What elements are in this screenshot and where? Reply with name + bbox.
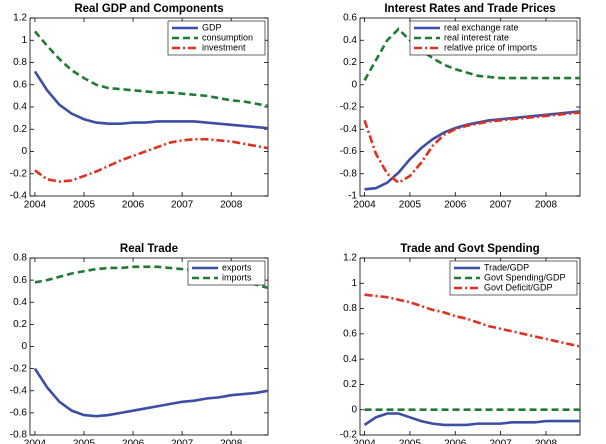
x-tick-label: 2004	[353, 200, 376, 211]
y-tick-label: 0.4	[13, 297, 27, 308]
legend-label: Trade/GDP	[484, 262, 529, 272]
legend-label: exports	[222, 262, 252, 272]
y-tick-label: 1	[351, 278, 357, 289]
series-line	[364, 293, 580, 348]
x-tick-label: 2005	[73, 200, 96, 211]
series-line	[34, 265, 268, 290]
y-tick-label: 0.8	[13, 253, 27, 264]
y-tick-label: 0	[21, 146, 27, 157]
series-line	[33, 30, 268, 108]
plot-frame	[359, 257, 581, 436]
panel: Real Trade -0.8 -0.6 -0.4 -0.2 0 0.2 0.4 0.6 0.8 2…	[10, 243, 269, 444]
x-tick-label: 2008	[535, 200, 558, 211]
x-tick-label: 2005	[73, 439, 96, 444]
x-tick-label: 2006	[444, 439, 467, 444]
series-line	[34, 137, 268, 183]
y-tick-label: 0.2	[343, 57, 357, 68]
x-tick-label: 2005	[399, 200, 422, 211]
x-tick-label: 2005	[399, 439, 422, 444]
y-tick-label: -0.8	[10, 430, 28, 441]
y-tick-label: 1.2	[343, 253, 357, 264]
x-tick-label: 2008	[220, 200, 243, 211]
legend-box	[187, 260, 266, 286]
x-tick-label: 2007	[171, 200, 194, 211]
y-tick-label: -0.6	[10, 408, 28, 419]
series-line	[363, 27, 580, 81]
legend-label: investment	[202, 42, 246, 52]
chart-title: Real Trade	[120, 243, 178, 255]
chart-title: Interest Rates and Trade Prices	[384, 3, 555, 15]
y-tick-label: 0.4	[343, 35, 357, 46]
legend-label: imports	[222, 272, 252, 282]
x-tick-label: 2008	[535, 439, 558, 444]
y-tick-label: -0.2	[10, 168, 28, 179]
x-tick-label: 2008	[220, 439, 243, 444]
series-line	[33, 70, 268, 130]
y-tick-label: -0.4	[10, 385, 28, 396]
x-tick-label: 2004	[24, 439, 47, 444]
y-tick-label: -0.2	[340, 430, 358, 441]
y-tick-label: 0.4	[343, 354, 357, 365]
panel: Trade and Govt Spending -0.2 0 0.2 0.4 0.6 0.8…	[340, 243, 581, 444]
x-tick-label: 2007	[489, 200, 512, 211]
y-tick-label: -0.4	[340, 124, 358, 135]
y-tick-label: 0	[351, 404, 357, 415]
y-tick-label: 0	[351, 79, 357, 90]
x-tick-label: 2006	[122, 200, 145, 211]
y-tick-label: -0.8	[340, 168, 358, 179]
y-tick-label: 0.6	[13, 275, 27, 286]
y-tick-label: 0.8	[343, 303, 357, 314]
y-tick-label: -0.2	[10, 363, 28, 374]
series-line	[363, 111, 580, 185]
panel: Interest Rates and Trade Prices -1 -0.8 -0.…	[340, 3, 581, 211]
x-tick-label: 2004	[353, 439, 376, 444]
legend-label: real interest rate	[444, 32, 509, 42]
legend-label: GDP	[202, 22, 222, 32]
y-tick-label: 0.6	[343, 13, 357, 24]
x-tick-label: 2007	[489, 439, 512, 444]
y-tick-label: 0.6	[343, 328, 357, 339]
x-tick-label: 2007	[171, 439, 194, 444]
legend-label: Govt Deficit/GDP	[484, 282, 553, 292]
y-tick-label: -0.6	[340, 146, 358, 157]
series-line	[364, 110, 580, 191]
legend-label: Govt Spending/GDP	[484, 272, 566, 282]
x-tick-label: 2006	[444, 200, 467, 211]
panel: Real GDP and Components -0.4 -0.2 0 0.2 0.4 0.…	[10, 3, 269, 211]
y-tick-label: 0.2	[13, 124, 27, 135]
y-tick-label: 0.2	[343, 379, 357, 390]
y-tick-label: 1	[21, 35, 27, 46]
y-tick-label: 0.6	[13, 79, 27, 90]
y-tick-label: -0.2	[340, 102, 358, 113]
y-tick-label: -0.4	[10, 191, 28, 202]
y-tick-label: -1	[348, 191, 357, 202]
legend-label: relative price of imports	[444, 42, 538, 52]
x-tick-label: 2006	[122, 439, 145, 444]
series-line	[363, 412, 580, 427]
y-tick-label: 0.8	[13, 57, 27, 68]
y-tick-label: 0.4	[13, 102, 27, 113]
x-tick-label: 2004	[24, 200, 47, 211]
series-line	[33, 367, 268, 418]
chart-title: Trade and Govt Spending	[400, 243, 539, 255]
chart-title: Real GDP and Components	[74, 3, 223, 15]
y-tick-label: 0.2	[13, 319, 27, 330]
y-tick-label: 1.2	[13, 13, 27, 24]
legend-label: consumption	[202, 32, 253, 42]
y-tick-label: 0	[21, 341, 27, 352]
legend-label: real exchange rate	[444, 22, 519, 32]
